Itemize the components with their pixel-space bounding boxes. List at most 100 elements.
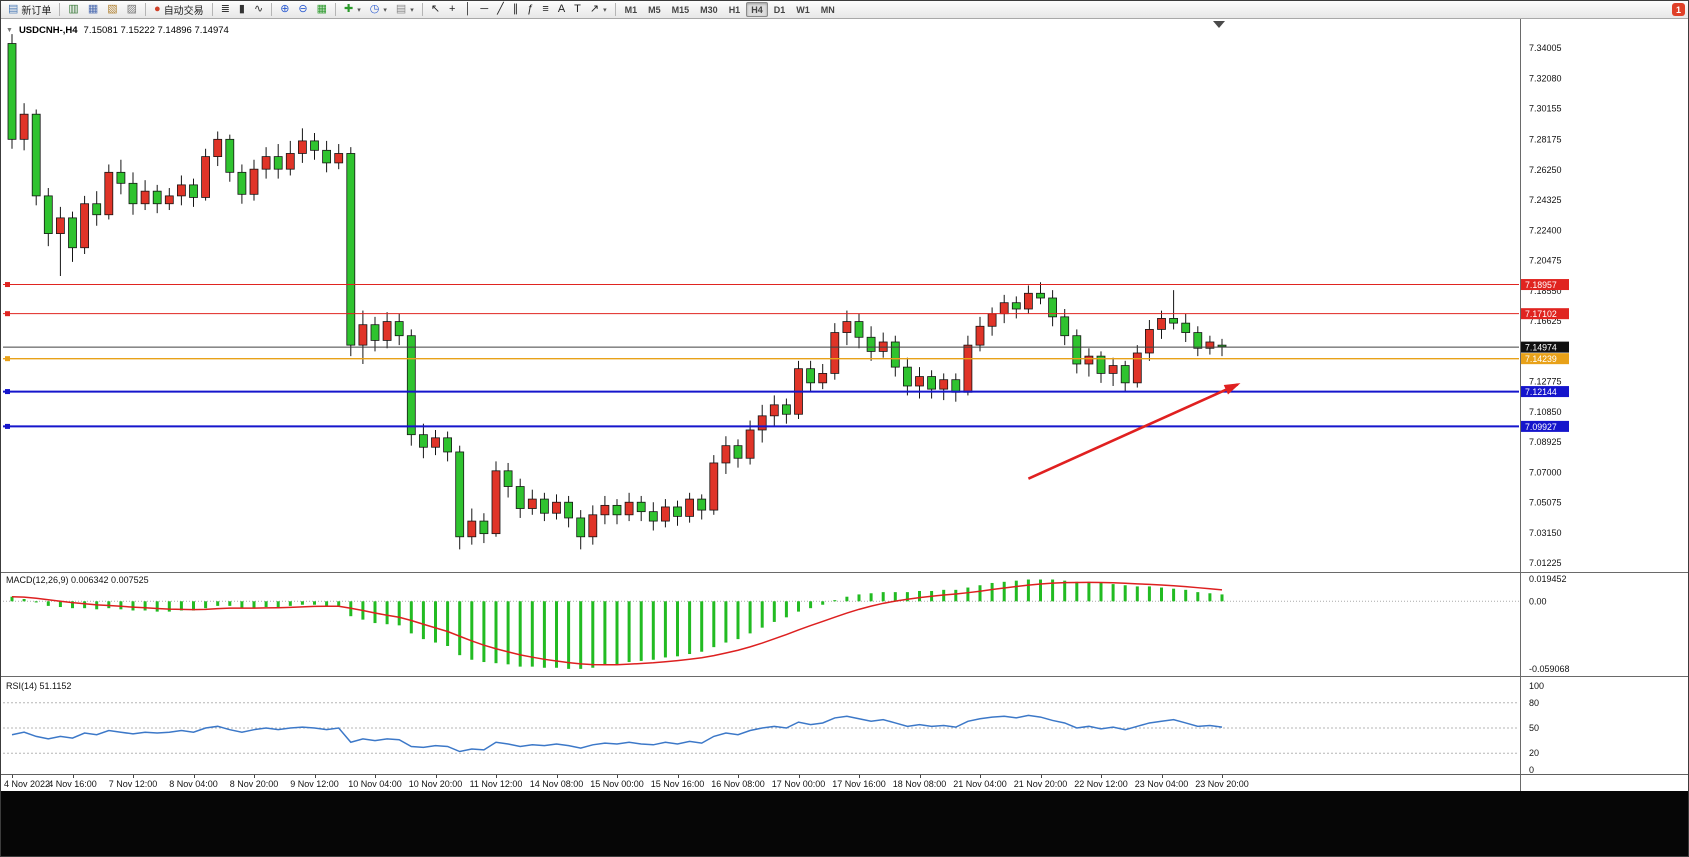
navigator-button[interactable]: ▧ [103,2,121,17]
macd-panel[interactable]: 0.019452 0.00 -0.059068 [1,573,1689,677]
macd-signal-line [11,581,1223,666]
candle-body [963,344,973,393]
rsi-tick-label: 0 [1529,765,1534,774]
candle-body [999,302,1009,315]
tf-m5-button[interactable]: M5 [643,2,666,17]
candle-body [1024,292,1033,310]
notifications-button[interactable]: 1 [1672,3,1685,16]
trendline-icon: ╱ [497,3,504,15]
candle-body [903,366,912,387]
autotrading-button[interactable]: ● 自动交易 [150,2,208,18]
zoom-in-button[interactable]: ⊕ [276,2,293,17]
candle-body [189,184,198,198]
candle-body [56,217,65,234]
candle-body [358,324,368,346]
zoom-out-button[interactable]: ⊖ [294,2,311,17]
candle-body [673,506,682,517]
time-axis-label: 23 Nov 04:00 [1134,779,1189,789]
tile-windows-button[interactable]: ▦ [313,2,331,17]
time-axis[interactable]: 4 Nov 2022 4 Nov 16:00 7 Nov 12:00 8 Nov 04… [1,774,1688,791]
label-icon: T [574,3,581,15]
caret-down-icon: ▾ [383,6,387,14]
line-handle[interactable] [5,311,10,317]
main-price-chart[interactable]: 7.34005 7.32080 7.30155 7.28175 7.26250 7.243… [1,19,1689,573]
candle-body [552,501,561,514]
candle-body [19,113,29,140]
candle-body [1084,355,1094,365]
horizontal-line-button[interactable]: ─ [476,2,492,17]
time-tick [435,775,437,778]
candle-body [1157,318,1166,330]
channel-button[interactable]: ∥ [509,2,523,17]
candle-chart-button[interactable]: ▮ [235,2,249,17]
fibonacci-button[interactable]: ƒ [523,2,537,17]
tf-d1-button[interactable]: D1 [769,2,791,17]
tf-h1-button[interactable]: H1 [724,2,746,17]
price-tick-label: 7.22400 [1529,225,1562,235]
trendline-button[interactable]: ╱ [493,2,508,17]
candle-body [1108,365,1118,374]
tf-mn-button[interactable]: MN [816,2,840,17]
tf-h4-button[interactable]: H4 [746,2,768,17]
periods-button[interactable]: ◷ ▾ [366,2,391,17]
candle-body [540,498,549,514]
tf-m1-button[interactable]: M1 [620,2,643,17]
time-tick [1101,775,1102,778]
toolbar-separator [271,3,273,16]
indicators-button[interactable]: ✚ ▾ [340,2,365,17]
time-axis-label: 9 Nov 12:00 [290,779,339,789]
candle-body [479,520,489,535]
candle-body [431,437,440,448]
toolbar-separator [59,3,61,16]
cursor-button[interactable]: ↖ [427,2,444,17]
time-axis-label: 18 Nov 08:00 [892,779,947,789]
time-axis-label: 21 Nov 04:00 [953,779,1007,789]
candle-body [455,451,465,538]
toolbar-separator [335,3,337,16]
text-button[interactable]: A [554,2,569,17]
candle-body [201,156,211,198]
terminal-button[interactable]: ▨ [123,2,141,17]
time-tick [1222,775,1223,778]
line-handle[interactable] [5,356,10,362]
new-order-button[interactable]: ▤ 新订单 [4,2,55,18]
line-handle[interactable] [5,423,10,429]
tf-m30-button[interactable]: M30 [695,2,723,17]
crosshair-button[interactable]: + [445,2,459,17]
label-button[interactable]: T [570,2,585,17]
candle-body [769,404,779,417]
tf-w1-button-label: W1 [796,4,810,15]
autotrading-button-label: 自动交易 [163,6,204,17]
chart-shift-marker[interactable] [1213,21,1225,28]
tf-m30-button-label: M30 [700,4,718,15]
candle-body [394,321,404,337]
autotrading-icon: ● [154,3,161,15]
tf-d1-button-label: D1 [773,4,786,15]
market-watch-button[interactable]: ▥ [64,2,82,17]
data-window-button[interactable]: ▦ [84,2,102,17]
collapse-caret-icon[interactable]: ▼ [6,27,13,34]
indicators-icon: ✚ [344,3,354,15]
candle-body [249,168,259,195]
arrows-button[interactable]: ↗ ▾ [586,2,611,17]
tf-w1-button[interactable]: W1 [791,2,815,17]
time-axis-label: 15 Nov 00:00 [590,779,644,789]
arrow-annotation[interactable] [1027,383,1239,480]
line-handle[interactable] [5,389,10,395]
shapes-button[interactable]: ≡ [538,2,552,17]
templates-button[interactable]: ▤ ▾ [392,2,418,17]
candle-body [1205,341,1215,349]
line-chart-button[interactable]: ∿ [250,2,267,17]
bar-chart-button[interactable]: ≣ [217,2,234,17]
price-line-badge [1521,308,1569,320]
time-tick [677,775,679,778]
price-tick-label: 7.05075 [1529,498,1562,508]
rsi-panel[interactable]: 100 80 50 20 0 [1,677,1689,774]
line-handle[interactable] [5,282,10,288]
time-tick [133,775,134,778]
candle-body [576,517,586,538]
candle-body [491,470,501,535]
chart-title: ▼ USDCNH-,H4 7.15081 7.15222 7.14896 7.1… [6,25,229,36]
tf-m15-button[interactable]: M15 [667,2,695,17]
vertical-line-button[interactable]: │ [460,2,475,17]
